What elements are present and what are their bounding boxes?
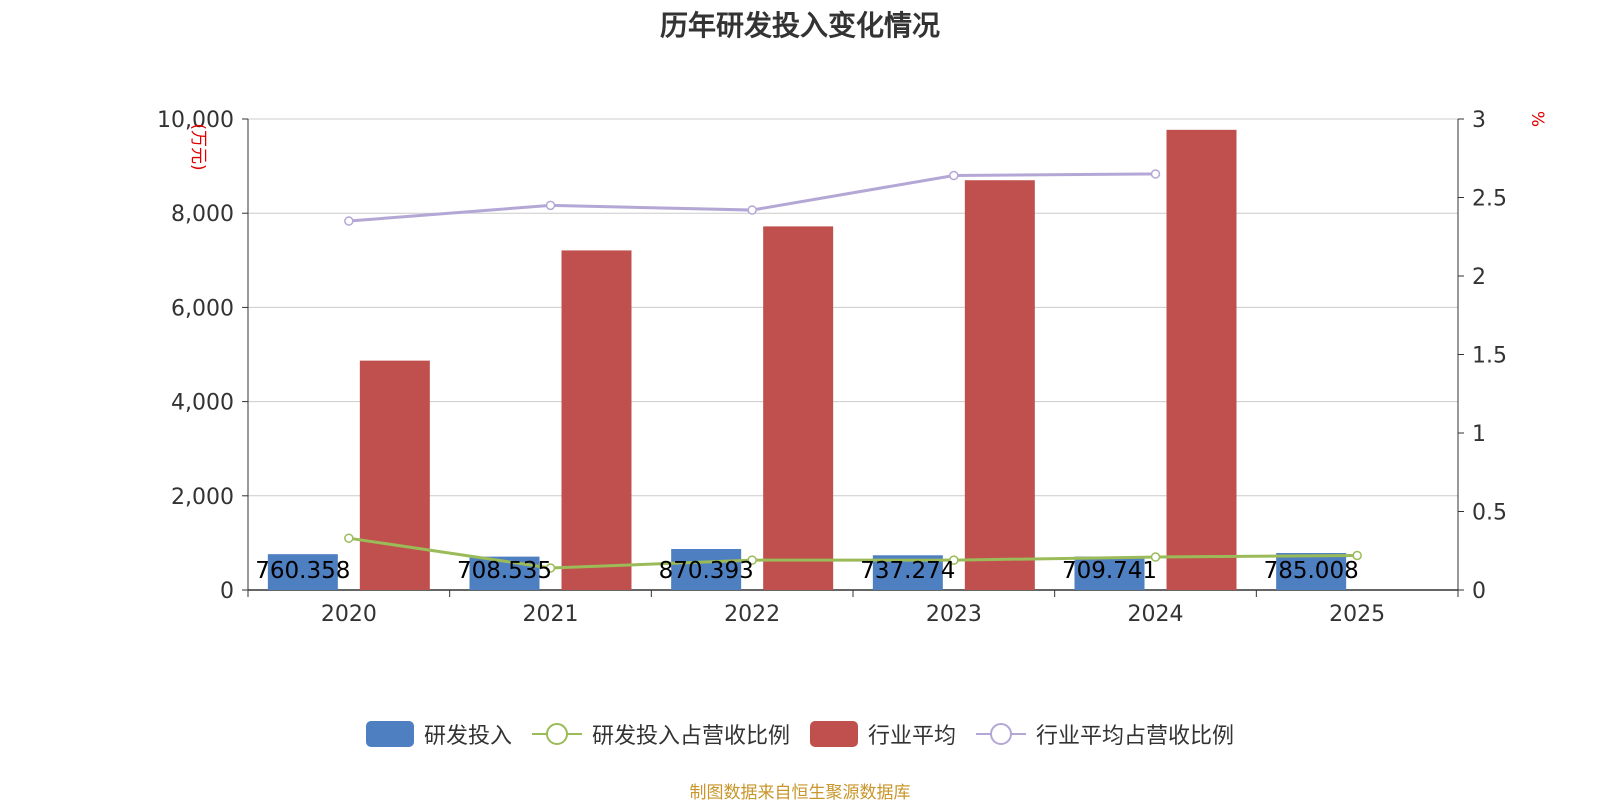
x-tick-label: 2023 bbox=[926, 602, 982, 627]
data-label: 760.358 bbox=[255, 558, 350, 584]
data-label: 737.274 bbox=[860, 558, 955, 584]
series-line bbox=[348, 536, 1358, 570]
line-point bbox=[344, 533, 354, 543]
x-tick-label: 2020 bbox=[321, 602, 377, 627]
legend-label-rd-investment: 研发投入 bbox=[423, 724, 512, 749]
y-left-tick-label: 0 bbox=[220, 579, 234, 604]
data-label: 870.393 bbox=[659, 558, 754, 584]
y-left-tick-label: 6,000 bbox=[171, 296, 234, 321]
legend-swatch-rd-ratio bbox=[531, 723, 582, 745]
chart-title: 历年研发投入变化情况 bbox=[659, 9, 940, 42]
legend-swatch-industry-ratio bbox=[976, 723, 1027, 745]
bar bbox=[1276, 553, 1347, 590]
legend-item-industry-average[interactable]: 行业平均 bbox=[810, 718, 956, 750]
bar bbox=[1074, 556, 1145, 590]
x-tick-label: 2022 bbox=[724, 602, 780, 627]
y-right-tick-label: 2 bbox=[1472, 265, 1486, 290]
legend-item-rd-ratio[interactable]: 研发投入占营收比例 bbox=[531, 718, 790, 750]
y-left-unit-label: (万元) bbox=[188, 123, 208, 170]
bar bbox=[671, 549, 742, 590]
y-right-tick-label: 2.5 bbox=[1472, 187, 1507, 212]
bar bbox=[267, 554, 338, 590]
y-right-tick-label: 0.5 bbox=[1472, 501, 1507, 526]
y-left-tick-label: 8,000 bbox=[171, 202, 234, 227]
data-label: 709.741 bbox=[1062, 558, 1157, 584]
bar bbox=[561, 250, 632, 590]
y-right-tick-label: 0 bbox=[1472, 579, 1486, 604]
y-right-tick-label: 3 bbox=[1472, 108, 1486, 133]
line-point bbox=[1352, 550, 1362, 561]
legend-label-rd-ratio: 研发投入占营收比例 bbox=[591, 724, 790, 749]
source-note: 制图数据来自恒生聚源数据库 bbox=[689, 783, 911, 803]
line-point bbox=[1150, 552, 1161, 562]
legend-swatch-industry-average bbox=[810, 721, 858, 747]
x-tick-label: 2025 bbox=[1329, 602, 1385, 627]
legend-swatch-rd-investment bbox=[365, 721, 414, 747]
x-tick-label: 2024 bbox=[1128, 602, 1184, 627]
line-point bbox=[747, 555, 757, 565]
x-tick-label: 2021 bbox=[523, 602, 579, 627]
line-point bbox=[545, 563, 556, 573]
y-left-tick-label: 4,000 bbox=[171, 391, 234, 416]
legend: 研发投入 研发投入占营收比例 行业平均 行业平均占营收比例 bbox=[0, 718, 1600, 750]
y-right-unit-label: % bbox=[1527, 111, 1547, 127]
bar bbox=[763, 226, 834, 590]
line-point bbox=[949, 170, 959, 181]
bar bbox=[359, 360, 430, 590]
line-point bbox=[344, 216, 354, 226]
data-label: 708.535 bbox=[457, 558, 552, 584]
bar bbox=[964, 180, 1035, 591]
line-point bbox=[949, 555, 959, 565]
line-point bbox=[545, 200, 556, 211]
legend-item-industry-ratio[interactable]: 行业平均占营收比例 bbox=[976, 718, 1234, 750]
y-right-tick-label: 1.5 bbox=[1472, 344, 1507, 369]
legend-label-industry-average: 行业平均 bbox=[868, 724, 957, 749]
y-right-tick-label: 1 bbox=[1472, 422, 1486, 447]
y-left-tick-label: 10,000 bbox=[157, 108, 234, 133]
data-label: 785.008 bbox=[1264, 558, 1359, 584]
legend-label-industry-ratio: 行业平均占营收比例 bbox=[1036, 724, 1235, 749]
line-point bbox=[1150, 169, 1161, 179]
y-left-tick-label: 2,000 bbox=[171, 485, 234, 510]
bar bbox=[1166, 129, 1237, 590]
line-point bbox=[747, 205, 757, 215]
legend-item-rd-investment[interactable]: 研发投入 bbox=[365, 718, 512, 750]
